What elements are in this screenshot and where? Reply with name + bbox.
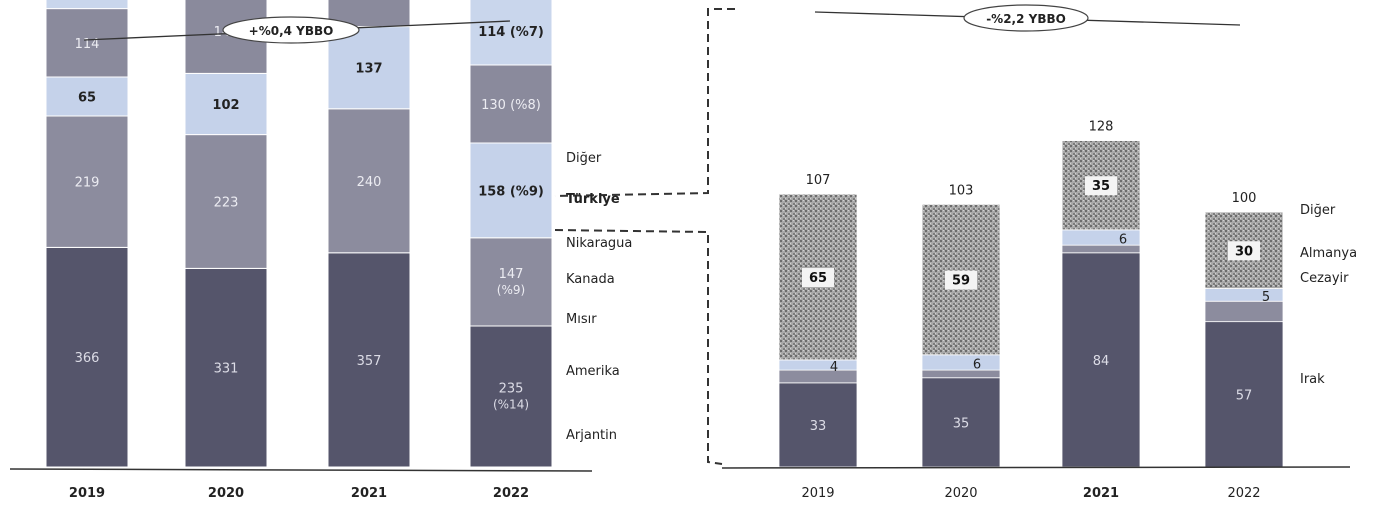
left-value-label: 137 — [355, 62, 382, 77]
left-value-label: 130 (%8) — [481, 98, 541, 113]
right-total-label: 100 — [1232, 191, 1257, 206]
right-value-label: 33 — [810, 419, 827, 434]
left-legend-arjantin: Arjantin — [566, 428, 617, 443]
right-legend-irak: Irak — [1300, 372, 1325, 387]
left-value-label: 240 — [357, 175, 382, 190]
connector-bottom — [554, 229, 723, 465]
right-value-label: 4 — [830, 360, 838, 375]
right-value-label: 65 — [809, 271, 827, 286]
left-baseline — [9, 468, 593, 472]
right-bar-2022-irak — [1204, 321, 1284, 468]
left-growth-ellipse — [222, 16, 360, 44]
left-bar-2022-amerika — [469, 237, 553, 327]
right-value-label: 57 — [1236, 388, 1253, 403]
right-value-box-2022 — [1228, 241, 1260, 261]
left-value-label: 102 — [212, 98, 239, 113]
right-value-label: 6 — [1119, 233, 1127, 248]
right-bar-2020-irak — [921, 377, 1001, 468]
left-value-share: (%14) — [493, 398, 529, 412]
right-bar-2022-cezayir — [1204, 300, 1284, 323]
right-growth-label: -%2,2 YBBO — [986, 12, 1066, 26]
left-value-label: 219 — [75, 176, 100, 191]
left-legend-amerika: Amerika — [566, 364, 620, 379]
left-value-label: 366 — [75, 351, 100, 366]
left-bar-2021-amerika — [327, 108, 411, 254]
left-bar-2022-nikaragua — [469, 0, 553, 66]
right-total-label: 103 — [949, 183, 974, 198]
right-bar-2021-almanya — [1061, 229, 1141, 246]
left-legend-diğer: Diğer — [566, 151, 602, 166]
left-value-label: 223 — [214, 196, 239, 211]
right-legend-diğer: Diğer — [1300, 203, 1336, 218]
right-value-label: 30 — [1235, 244, 1253, 259]
left-bar-2020-arjantin — [184, 267, 268, 468]
right-value-label: 35 — [1092, 179, 1110, 194]
left-bar-2022-mısır — [469, 142, 553, 239]
right-bar-2021-cezayir — [1061, 244, 1141, 254]
right-value-label: 5 — [1262, 290, 1270, 305]
right-baseline — [721, 466, 1351, 469]
right-legend-cezayir: Cezayir — [1300, 271, 1349, 286]
left-legend-mısır: Mısır — [566, 312, 597, 327]
left-bar-2020-mısır — [184, 72, 268, 136]
left-legend-kanada: Kanada — [566, 272, 615, 287]
left-value-label: 158 (%9) — [478, 184, 544, 199]
left-legend-türkiye: Türkiye — [566, 192, 620, 207]
left-value-label: 235 — [499, 382, 524, 397]
left-growth-label: +%0,4 YBBO — [249, 24, 334, 38]
right-value-label: 84 — [1093, 354, 1110, 369]
right-value-box-2021 — [1085, 176, 1117, 196]
left-value-label: 147 — [499, 267, 524, 282]
right-bar-2022-almanya — [1204, 288, 1284, 302]
left-bar-2019-kanada — [45, 8, 129, 78]
left-value-label: 114 (%7) — [478, 25, 544, 40]
left-category-label: 2021 — [351, 486, 387, 501]
right-value-label: 35 — [953, 416, 970, 431]
right-bar-2019-cezayir — [778, 369, 858, 384]
right-value-box-2019 — [802, 268, 834, 288]
right-bar-2019-almanya — [778, 359, 858, 371]
right-category-label: 2020 — [944, 486, 977, 501]
left-bar-2020-amerika — [184, 134, 268, 269]
right-value-box-2020 — [945, 270, 977, 290]
left-value-label: 331 — [214, 362, 239, 377]
right-bar-2021-irak — [1061, 252, 1141, 468]
left-value-label: 114 — [75, 37, 100, 52]
left-bar-2019-arjantin — [45, 246, 129, 468]
right-category-label: 2022 — [1227, 486, 1260, 501]
left-bar-2019-mısır — [45, 76, 129, 117]
right-value-label: 59 — [952, 274, 970, 289]
left-value-label: 357 — [357, 354, 382, 369]
right-legend-almanya: Almanya — [1300, 246, 1357, 261]
connector-top — [554, 8, 735, 197]
right-total-label: 128 — [1089, 120, 1114, 135]
left-legend-nikaragua: Nikaragua — [566, 236, 632, 251]
left-bar-2022-kanada — [469, 64, 553, 144]
left-value-label: 65 — [78, 91, 96, 106]
right-bar-2019-irak — [778, 382, 858, 468]
right-bar-2020-almanya — [921, 354, 1001, 371]
left-category-label: 2020 — [208, 486, 244, 501]
right-bar-2020-cezayir — [921, 369, 1001, 379]
left-bar-2022-arjantin — [469, 325, 553, 468]
left-bar-2021-arjantin — [327, 252, 411, 468]
right-value-label: 6 — [973, 357, 981, 372]
right-category-label: 2019 — [801, 486, 834, 501]
left-value-share: (%9) — [497, 283, 525, 297]
right-category-label: 2021 — [1083, 486, 1119, 501]
right-total-label: 107 — [806, 173, 831, 188]
right-growth-ellipse — [963, 4, 1089, 32]
left-category-label: 2022 — [493, 486, 529, 501]
left-bar-2019-amerika — [45, 115, 129, 248]
left-category-label: 2019 — [69, 486, 105, 501]
left-bar-2019-nikaragua — [45, 0, 129, 10]
